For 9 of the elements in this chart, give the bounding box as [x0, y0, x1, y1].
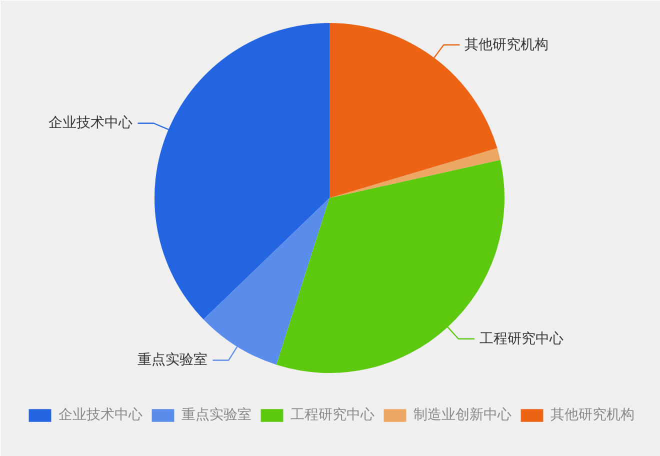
legend-label: 企业技术中心: [58, 406, 142, 424]
slice-label: 工程研究中心: [479, 330, 564, 347]
legend-label: 工程研究中心: [290, 406, 374, 424]
legend-label: 其他研究机构: [550, 406, 634, 424]
legend-label: 重点实验室: [182, 406, 252, 424]
slice-label: 其他研究机构: [464, 36, 549, 53]
slice-label: 企业技术中心: [48, 115, 133, 132]
legend-label: 制造业创新中心: [414, 406, 512, 424]
slice-label: 重点实验室: [138, 352, 208, 368]
